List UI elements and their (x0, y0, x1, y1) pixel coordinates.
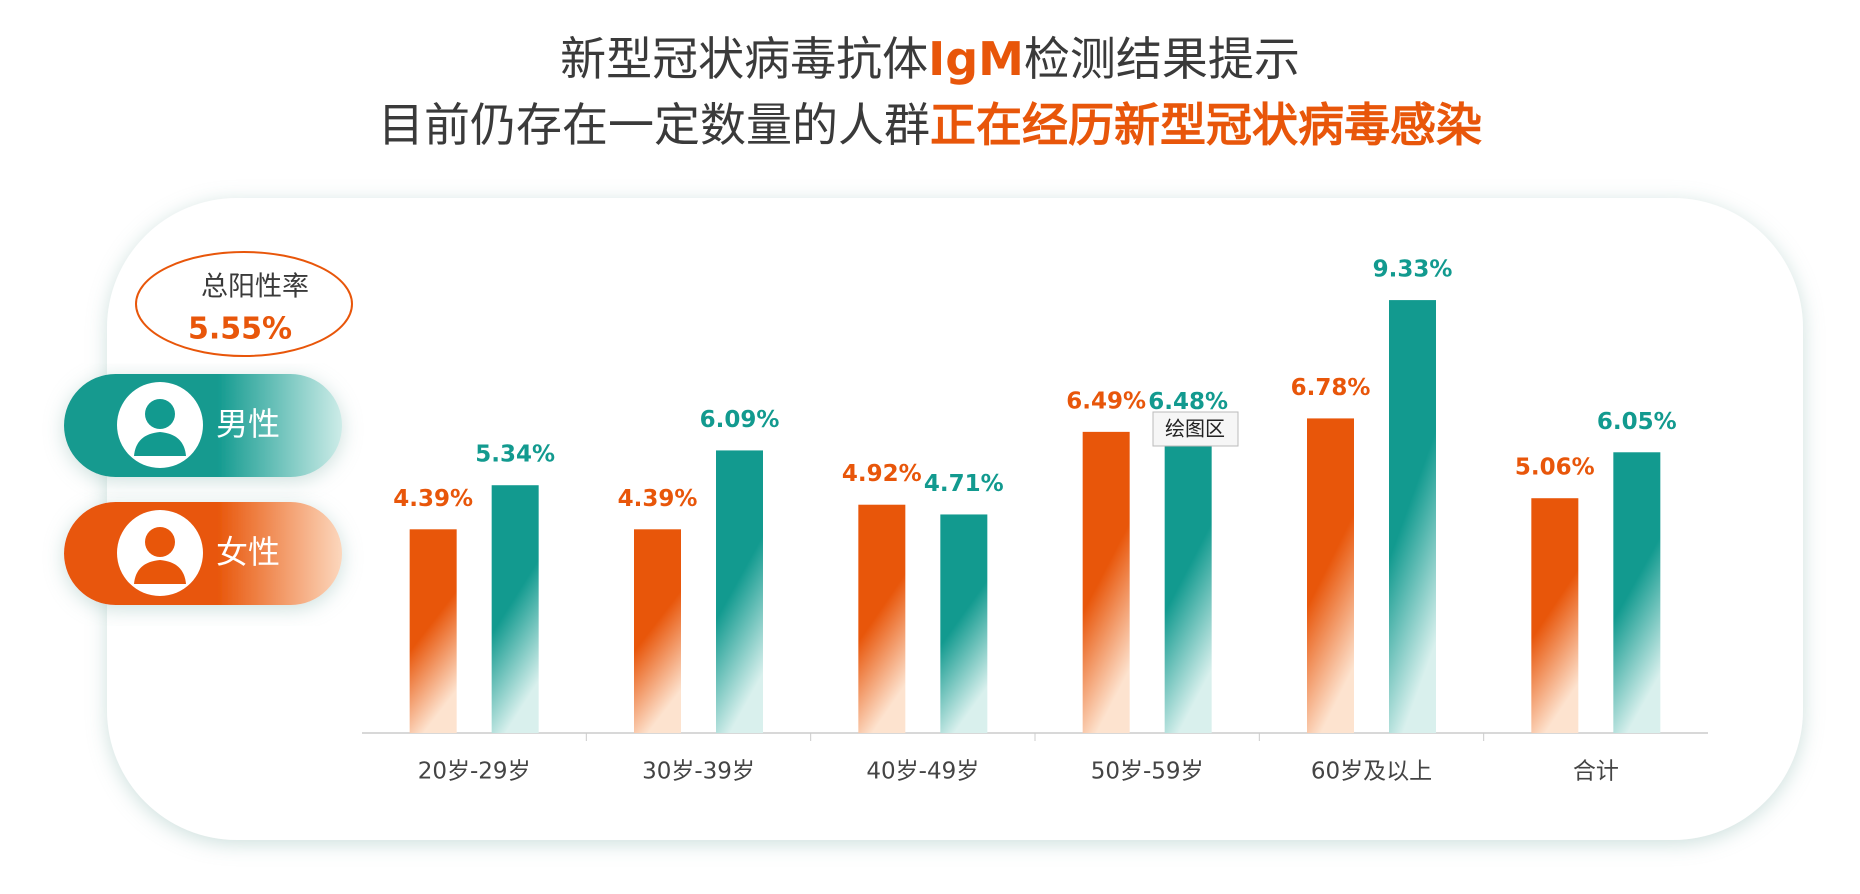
value-label: 6.78% (1291, 375, 1371, 401)
bar (1164, 432, 1212, 733)
x-tick-label: 60岁及以上 (1311, 759, 1432, 785)
title-part: 正在经历新型冠状病毒感染 (930, 98, 1482, 152)
bar (1082, 431, 1130, 733)
x-tick-label: 合计 (1573, 759, 1619, 785)
bar (1307, 418, 1354, 733)
plot: 20岁-29岁4.39%5.34%30岁-39岁4.39%6.09%40岁-49… (393, 257, 1676, 785)
bar (1531, 498, 1579, 733)
x-tick-label: 30岁-39岁 (642, 759, 755, 785)
bar (716, 450, 763, 733)
legend-pill (64, 502, 342, 605)
x-tick-label: 40岁-49岁 (866, 759, 979, 785)
value-label: 4.39% (618, 486, 698, 512)
x-tick-label: 20岁-29岁 (418, 759, 531, 785)
title-line: 新型冠状病毒抗体IgM检测结果提示 (560, 32, 1300, 86)
value-label: 6.05% (1597, 409, 1677, 435)
tooltip: 绘图区 (1165, 417, 1225, 441)
value-label: 4.71% (924, 471, 1004, 497)
bar (1389, 300, 1436, 733)
legend-icon-body (134, 560, 186, 584)
legend-pill (64, 374, 342, 477)
value-label: 6.09% (700, 407, 780, 433)
value-label: 4.39% (393, 486, 473, 512)
legend-icon-body (134, 432, 186, 456)
annotation-ring (135, 251, 353, 357)
tooltip-box (1152, 411, 1239, 447)
legend-icon-head (145, 399, 175, 429)
title-part: IgM (928, 32, 1024, 86)
x-tick-label: 50岁-59岁 (1091, 759, 1204, 785)
bar (634, 529, 681, 733)
value-label: 5.06% (1515, 455, 1595, 481)
legend-icon-head (145, 527, 175, 557)
bar (940, 514, 988, 733)
value-label: 4.92% (842, 461, 922, 487)
annotation-value: 5.55% (188, 312, 292, 347)
bar (491, 485, 539, 733)
bar (409, 529, 457, 733)
legend-label: 男性 (216, 405, 280, 443)
value-label: 9.33% (1373, 257, 1453, 283)
value-label: 6.48% (1148, 389, 1228, 415)
title: 新型冠状病毒抗体IgM检测结果提示目前仍存在一定数量的人群正在经历新型冠状病毒感… (378, 32, 1482, 152)
bar (1613, 452, 1661, 733)
title-part: 检测结果提示 (1024, 32, 1300, 86)
value-label: 6.49% (1066, 388, 1146, 414)
legend-label: 女性 (216, 533, 280, 571)
title-line: 目前仍存在一定数量的人群正在经历新型冠状病毒感染 (378, 98, 1482, 152)
annotation-label: 总阳性率 (201, 272, 309, 303)
value-label: 5.34% (475, 442, 555, 468)
title-part: 目前仍存在一定数量的人群 (378, 98, 930, 152)
bar (858, 504, 906, 733)
title-part: 新型冠状病毒抗体 (560, 32, 928, 86)
